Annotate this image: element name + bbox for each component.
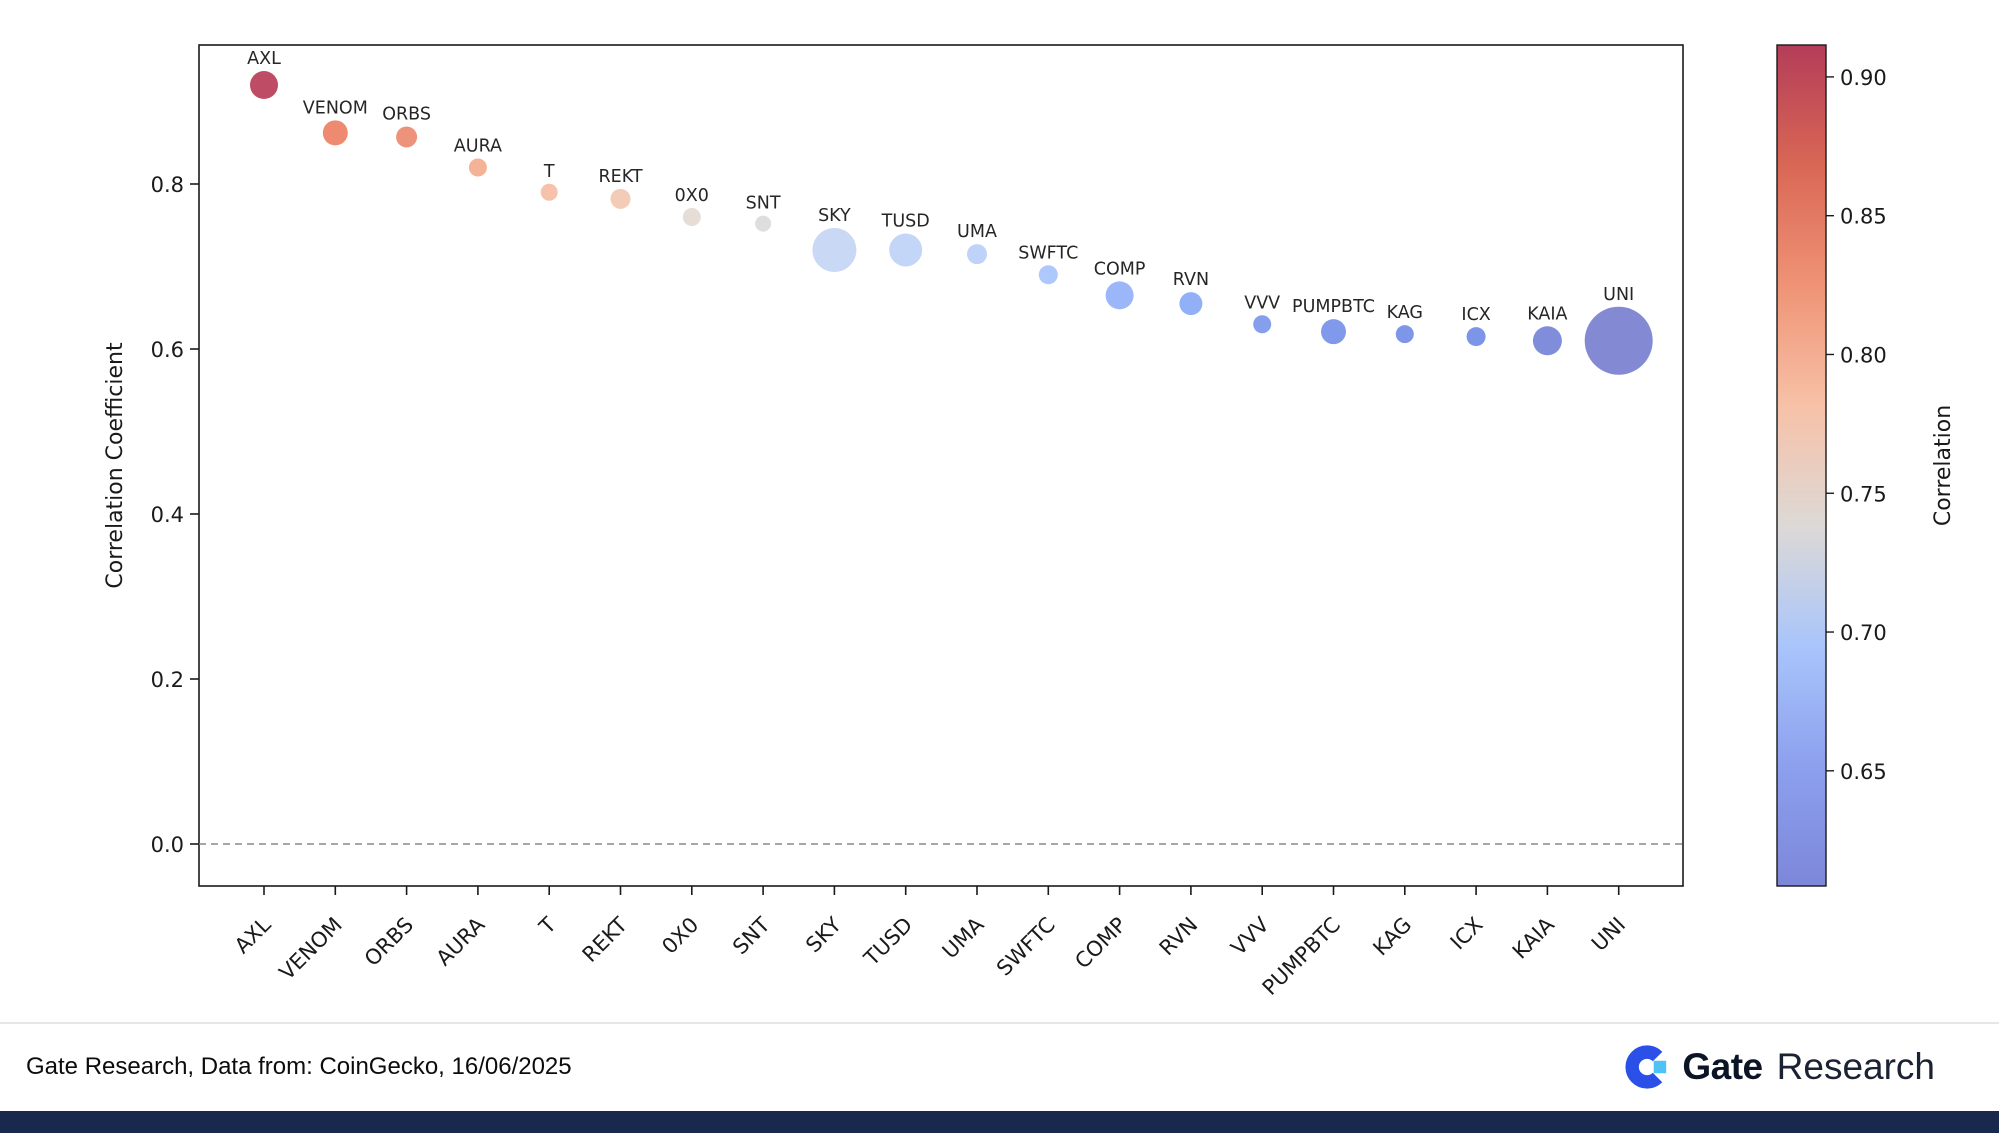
bubble-KAG: [1395, 325, 1414, 344]
x-tick-label: VENOM: [275, 913, 347, 985]
plot-border: [198, 44, 1684, 887]
x-tick-label: REKT: [578, 912, 632, 966]
x-tick-label: SNT: [728, 912, 775, 959]
correlation-bubble-chart: 0.0 0.2 0.4 0.6 0.8 Correlation Coefficient AX…: [103, 44, 1956, 1000]
x-tick-label: AXL: [230, 912, 276, 958]
bubble-label: REKT: [598, 167, 642, 187]
x-tick-label: COMP: [1070, 913, 1131, 974]
bubble-ICX: [1466, 327, 1486, 347]
bubble-label: ORBS: [382, 104, 431, 124]
x-tick-label: 0X0: [657, 913, 703, 959]
x-tick-label: KAIA: [1508, 912, 1560, 964]
bubble-label: SWFTC: [1018, 243, 1078, 263]
bubble-SWFTC: [1038, 265, 1058, 285]
bubble-label: SNT: [746, 194, 781, 214]
colorbar-tick-label: 0.65: [1840, 760, 1887, 784]
y-tick-label: 0.4: [151, 503, 184, 527]
bubble-AURA: [468, 158, 487, 177]
x-tick-label: SWFTC: [992, 913, 1060, 981]
bubble-label: ICX: [1461, 305, 1490, 325]
colorbar-tick-label: 0.85: [1840, 205, 1887, 229]
y-axis-title: Correlation Coefficient: [103, 342, 128, 589]
gate-g-notch: [1654, 1060, 1667, 1074]
footer-divider: [0, 1022, 1999, 1024]
bubble-VENOM: [322, 120, 348, 146]
footer: Gate Research, Data from: CoinGecko, 16/…: [0, 1024, 1999, 1110]
bubble-T: [540, 183, 558, 201]
colorbar-tick-label: 0.70: [1840, 621, 1887, 645]
bubble-AXL: [250, 71, 278, 99]
x-tick-label: UMA: [938, 912, 989, 963]
bubble-label: UMA: [957, 222, 997, 242]
bubble-label: T: [543, 162, 555, 182]
bubble-label: 0X0: [675, 186, 709, 206]
bubble-SNT: [755, 215, 772, 232]
colorbar-tick-label: 0.80: [1840, 343, 1887, 367]
x-tick-label: ICX: [1446, 913, 1488, 955]
bubble-PUMPBTC: [1321, 319, 1346, 345]
x-tick-label: SKY: [801, 912, 846, 957]
y-tick-label: 0.8: [151, 173, 184, 197]
bubble-label: SKY: [818, 206, 851, 226]
bubble-KAIA: [1532, 326, 1562, 356]
x-tick-label: VVV: [1226, 912, 1274, 960]
bubble-UMA: [967, 244, 987, 265]
x-tick-label: AURA: [432, 912, 490, 970]
bubble-label: KAG: [1387, 303, 1423, 323]
bubble-label: COMP: [1094, 259, 1146, 279]
x-tick-label: PUMPBTC: [1258, 913, 1345, 1000]
y-tick-label: 0.2: [151, 668, 184, 692]
gate-g-ring: [1625, 1045, 1669, 1089]
colorbar-tick-label: 0.90: [1840, 66, 1887, 90]
bubble-UNI: [1584, 306, 1653, 375]
gate-logo-icon: [1625, 1045, 1669, 1089]
bubble-ORBS: [396, 126, 418, 148]
y-tick-label: 0.0: [151, 833, 184, 857]
bubble-label: UNI: [1603, 285, 1634, 305]
bubble-TUSD: [889, 233, 923, 267]
bubble-label: PUMPBTC: [1292, 297, 1375, 317]
bubble-SKY: [812, 228, 857, 272]
gate-research-logo: Gate Research: [1624, 1044, 1935, 1090]
colorbar-tick-label: 0.75: [1840, 482, 1887, 506]
colorbar-title: Correlation: [1931, 405, 1956, 526]
colorbar: [1776, 44, 1827, 887]
bubble-0X0: [682, 208, 701, 226]
x-tick-label: RVN: [1155, 913, 1203, 961]
logo-text-gate: Gate: [1682, 1046, 1763, 1087]
bubble-COMP: [1105, 281, 1134, 310]
x-tick-label: UNI: [1587, 913, 1630, 956]
bottom-accent-bar: [0, 1111, 1999, 1133]
bubble-label: AURA: [454, 137, 502, 157]
bubble-label: TUSD: [881, 212, 930, 232]
bubble-label: KAIA: [1527, 304, 1567, 324]
bubble-label: AXL: [247, 49, 281, 69]
bubble-label: VVV: [1244, 293, 1280, 313]
bubble-REKT: [610, 188, 631, 209]
x-tick-label: TUSD: [859, 913, 917, 971]
bubble-VVV: [1253, 315, 1272, 334]
x-tick-label: ORBS: [360, 913, 418, 971]
bubble-RVN: [1179, 292, 1203, 316]
logo-text-research: Research: [1776, 1046, 1935, 1087]
bubble-label: VENOM: [303, 98, 368, 118]
x-tick-label: KAG: [1368, 913, 1416, 961]
x-tick-label: T: [534, 912, 561, 939]
bubble-label: RVN: [1173, 270, 1209, 290]
y-tick-label: 0.6: [151, 338, 184, 362]
source-attribution: Gate Research, Data from: CoinGecko, 16/…: [26, 1053, 572, 1080]
